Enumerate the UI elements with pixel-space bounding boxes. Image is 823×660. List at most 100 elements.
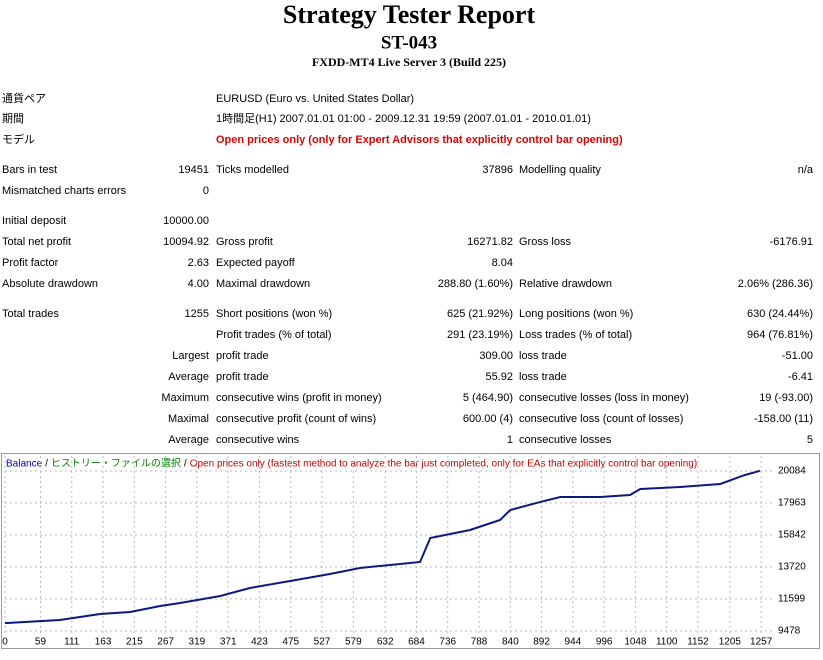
cell-value: 1255: [185, 308, 209, 320]
legend: Balance / ヒストリー・ファイルの選択 / Open prices only (…: [6, 457, 697, 470]
x-tick-label: 892: [533, 637, 550, 648]
title: Strategy Tester Report: [283, 0, 536, 29]
cell-label: Gross loss: [519, 236, 571, 248]
cell-value: 600.00 (4): [463, 413, 513, 425]
cell-label: Total net profit: [2, 236, 71, 248]
cell-label: Profit trades (% of total): [216, 329, 332, 341]
cell-label: Expected payoff: [216, 257, 296, 269]
cell-value: 16271.82: [467, 236, 513, 248]
x-tick-label: 1152: [687, 637, 709, 648]
y-tick-label: 11599: [778, 594, 806, 605]
x-tick-label: 632: [377, 637, 394, 648]
cell-label: Mismatched charts errors: [2, 185, 127, 197]
x-tick-label: 371: [220, 637, 237, 648]
cell-label: 通貨ペア: [2, 91, 46, 105]
cell-value: Average: [168, 371, 209, 383]
cell-label: Relative drawdown: [519, 278, 612, 290]
cell-label: consecutive losses (loss in money): [519, 392, 689, 404]
cell-value: 55.92: [485, 371, 513, 383]
x-tick-label: 423: [251, 637, 268, 648]
cell-label: 期間: [2, 112, 24, 125]
cell-label: Absolute drawdown: [2, 278, 98, 290]
cell-label: Bars in test: [2, 164, 57, 176]
cell-value: n/a: [798, 164, 814, 176]
x-tick-label: 1048: [624, 637, 647, 648]
cell-label: consecutive profit (count of wins): [216, 413, 376, 425]
y-tick-label: 9478: [778, 626, 801, 637]
cell-label: loss trade: [519, 371, 567, 383]
x-tick-label: 215: [126, 637, 143, 648]
cell-label: Gross profit: [216, 236, 273, 248]
cell-value: 291 (23.19%): [447, 329, 513, 341]
cell-value: Average: [168, 434, 209, 446]
cell-value: Maximum: [161, 392, 209, 404]
x-tick-label: 1205: [719, 637, 742, 648]
subtitle: ST-043: [381, 32, 437, 53]
cell-value: 19 (-93.00): [759, 392, 813, 404]
cell-value: 10094.92: [163, 236, 209, 248]
y-tick-label: 17963: [778, 498, 806, 509]
x-tick-label: 736: [439, 637, 456, 648]
x-tick-label: 944: [565, 637, 582, 648]
x-tick-label: 788: [471, 637, 488, 648]
cell-label: consecutive wins (profit in money): [216, 392, 382, 404]
x-tick-label: 1257: [750, 637, 773, 648]
cell-label: EURUSD (Euro vs. United States Dollar): [216, 93, 414, 105]
cell-value: -6176.91: [770, 236, 813, 248]
x-tick-label: 475: [282, 637, 299, 648]
x-tick-label: 684: [408, 637, 425, 648]
cell-label: profit trade: [216, 350, 269, 362]
x-tick-label: 1100: [656, 637, 678, 648]
legend-separator: /: [45, 459, 48, 470]
cell-value: 309.00: [479, 350, 513, 362]
legend-separator: /: [184, 459, 187, 470]
x-tick-label: 111: [64, 637, 80, 648]
cell-value: Maximal: [168, 413, 209, 425]
cell-value: 2.06% (286.36): [738, 278, 813, 290]
cell-value: 19451: [178, 164, 209, 176]
cell-label: Modelling quality: [519, 164, 601, 176]
cell-label: consecutive wins: [216, 434, 300, 446]
cell-value: 5: [807, 434, 813, 446]
cell-value: 625 (21.92%): [447, 308, 513, 320]
cell-value: 630 (24.44%): [747, 308, 813, 320]
y-tick-label: 13720: [778, 562, 806, 573]
cell-value: 288.80 (1.60%): [438, 278, 513, 290]
cell-value: 5 (464.90): [463, 392, 513, 404]
cell-value: 0: [203, 185, 209, 197]
x-tick-label: 319: [189, 637, 206, 648]
cell-value: Largest: [172, 350, 209, 362]
cell-label: Maximal drawdown: [216, 278, 310, 290]
cell-value: 964 (76.81%): [747, 329, 813, 341]
server: FXDD-MT4 Live Server 3 (Build 225): [312, 55, 506, 69]
x-tick-label: 840: [502, 637, 519, 648]
cell-value: 8.04: [492, 257, 513, 269]
cell-label: consecutive loss (count of losses): [519, 413, 683, 425]
cell-label: profit trade: [216, 371, 269, 383]
cell-value: 10000.00: [163, 215, 209, 227]
x-tick-label: 579: [345, 637, 362, 648]
x-tick-label: 527: [314, 637, 331, 648]
y-tick-label: 20084: [778, 466, 806, 477]
cell-label: モデル: [2, 132, 35, 146]
cell-label: Total trades: [2, 308, 59, 320]
cell-label: Initial deposit: [2, 215, 66, 227]
balance-line: [4, 469, 761, 625]
cell-label: 1時間足(H1) 2007.01.01 01:00 - 2009.12.31 1…: [216, 112, 591, 125]
cell-label: Loss trades (% of total): [519, 329, 632, 341]
cell-value: 2.63: [188, 257, 209, 269]
legend-item: ヒストリー・ファイルの選択: [51, 457, 181, 470]
legend-item: Balance: [6, 459, 43, 470]
cell-label: Open prices only (only for Expert Adviso…: [216, 134, 623, 146]
cell-value: 4.00: [188, 278, 209, 290]
x-tick-label: 59: [35, 637, 47, 648]
x-tick-label: 163: [95, 637, 112, 648]
x-tick-label: 996: [596, 637, 613, 648]
cell-value: 1: [507, 434, 513, 446]
x-tick-label: 267: [157, 637, 174, 648]
cell-label: Ticks modelled: [216, 164, 289, 176]
cell-value: -51.00: [782, 350, 813, 362]
chart-frame: [1, 453, 820, 649]
